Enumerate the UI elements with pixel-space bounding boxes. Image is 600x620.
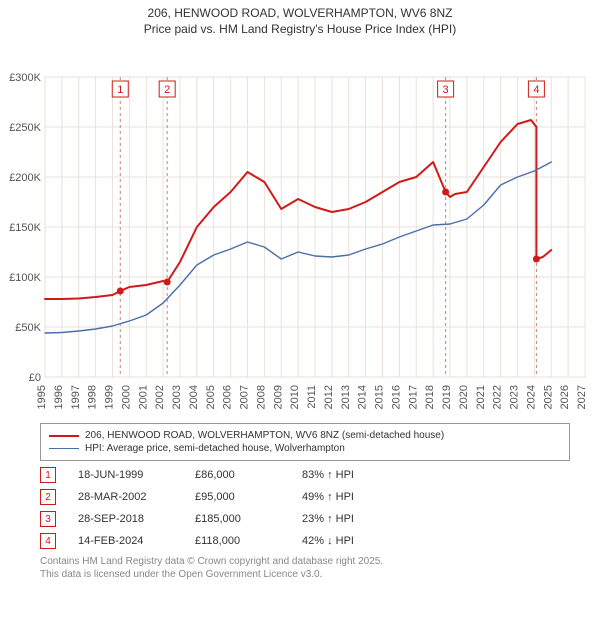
svg-text:2017: 2017: [407, 385, 419, 409]
svg-text:2009: 2009: [272, 385, 284, 409]
svg-text:2012: 2012: [323, 385, 335, 409]
svg-text:£150K: £150K: [9, 222, 41, 234]
svg-text:2021: 2021: [475, 385, 487, 409]
sale-date: 28-MAR-2002: [78, 491, 173, 503]
sale-price: £95,000: [195, 491, 280, 503]
svg-text:3: 3: [443, 84, 449, 96]
sale-date: 28-SEP-2018: [78, 513, 173, 525]
svg-text:2002: 2002: [154, 385, 166, 409]
svg-text:£250K: £250K: [9, 122, 41, 134]
legend: 206, HENWOOD ROAD, WOLVERHAMPTON, WV6 8N…: [40, 423, 570, 461]
legend-label: HPI: Average price, semi-detached house,…: [85, 443, 345, 454]
svg-text:2016: 2016: [390, 385, 402, 409]
sale-marker: 1: [40, 467, 56, 483]
sale-price: £118,000: [195, 535, 280, 547]
svg-text:2027: 2027: [576, 385, 588, 409]
svg-text:2008: 2008: [255, 385, 267, 409]
svg-text:2001: 2001: [137, 385, 149, 409]
svg-text:2020: 2020: [458, 385, 470, 409]
footer-attribution: Contains HM Land Registry data © Crown c…: [40, 555, 570, 581]
sale-delta: 42% ↓ HPI: [302, 535, 392, 547]
title-line1: 206, HENWOOD ROAD, WOLVERHAMPTON, WV6 8N…: [0, 6, 600, 22]
sale-price: £86,000: [195, 469, 280, 481]
svg-text:4: 4: [533, 84, 539, 96]
svg-text:2018: 2018: [424, 385, 436, 409]
sale-price: £185,000: [195, 513, 280, 525]
svg-text:1: 1: [117, 84, 123, 96]
svg-text:2022: 2022: [492, 385, 504, 409]
svg-text:2014: 2014: [357, 385, 369, 409]
chart-svg: £0 £50K £100K £150K £200K £250K £300K 1995 1996 1…: [0, 37, 600, 417]
footer-line2: This data is licensed under the Open Gov…: [40, 568, 570, 581]
chart-area: £0 £50K £100K £150K £200K £250K £300K 1995 1996 1…: [0, 37, 600, 417]
svg-text:2003: 2003: [171, 385, 183, 409]
sale-delta: 23% ↑ HPI: [302, 513, 392, 525]
svg-text:1995: 1995: [36, 385, 48, 409]
svg-text:£0: £0: [29, 372, 41, 384]
svg-text:2004: 2004: [188, 385, 200, 409]
svg-text:2: 2: [164, 84, 170, 96]
svg-text:2000: 2000: [120, 385, 132, 409]
svg-text:2013: 2013: [340, 385, 352, 409]
svg-text:2015: 2015: [374, 385, 386, 409]
title-line2: Price paid vs. HM Land Registry's House …: [0, 22, 600, 38]
sale-marker: 4: [40, 533, 56, 549]
svg-text:£100K: £100K: [9, 272, 41, 284]
legend-label: 206, HENWOOD ROAD, WOLVERHAMPTON, WV6 8N…: [85, 430, 444, 441]
sale-marker: 3: [40, 511, 56, 527]
svg-text:1997: 1997: [70, 385, 82, 409]
sale-row: 3 28-SEP-2018 £185,000 23% ↑ HPI: [40, 511, 570, 527]
svg-text:1998: 1998: [87, 385, 99, 409]
chart-title: 206, HENWOOD ROAD, WOLVERHAMPTON, WV6 8N…: [0, 0, 600, 37]
svg-text:2019: 2019: [441, 385, 453, 409]
legend-item: HPI: Average price, semi-detached house,…: [49, 443, 561, 454]
svg-text:2024: 2024: [525, 385, 537, 409]
sale-date: 14-FEB-2024: [78, 535, 173, 547]
svg-text:£300K: £300K: [9, 72, 41, 84]
svg-text:2011: 2011: [306, 385, 318, 409]
svg-text:2010: 2010: [289, 385, 301, 409]
sales-table: 1 18-JUN-1999 £86,000 83% ↑ HPI 2 28-MAR-2002…: [40, 467, 570, 549]
svg-text:£200K: £200K: [9, 172, 41, 184]
svg-text:2026: 2026: [559, 385, 571, 409]
svg-text:2023: 2023: [509, 385, 521, 409]
svg-text:2007: 2007: [239, 385, 251, 409]
svg-text:2025: 2025: [542, 385, 554, 409]
legend-swatch: [49, 435, 79, 437]
sale-delta: 49% ↑ HPI: [302, 491, 392, 503]
svg-text:1999: 1999: [104, 385, 116, 409]
sale-date: 18-JUN-1999: [78, 469, 173, 481]
legend-swatch: [49, 448, 79, 449]
svg-text:2005: 2005: [205, 385, 217, 409]
footer-line1: Contains HM Land Registry data © Crown c…: [40, 555, 570, 568]
sale-delta: 83% ↑ HPI: [302, 469, 392, 481]
legend-item: 206, HENWOOD ROAD, WOLVERHAMPTON, WV6 8N…: [49, 430, 561, 441]
svg-text:1996: 1996: [53, 385, 65, 409]
svg-text:£50K: £50K: [15, 322, 41, 334]
svg-text:2006: 2006: [222, 385, 234, 409]
sale-marker: 2: [40, 489, 56, 505]
sale-row: 2 28-MAR-2002 £95,000 49% ↑ HPI: [40, 489, 570, 505]
sale-row: 1 18-JUN-1999 £86,000 83% ↑ HPI: [40, 467, 570, 483]
sale-row: 4 14-FEB-2024 £118,000 42% ↓ HPI: [40, 533, 570, 549]
